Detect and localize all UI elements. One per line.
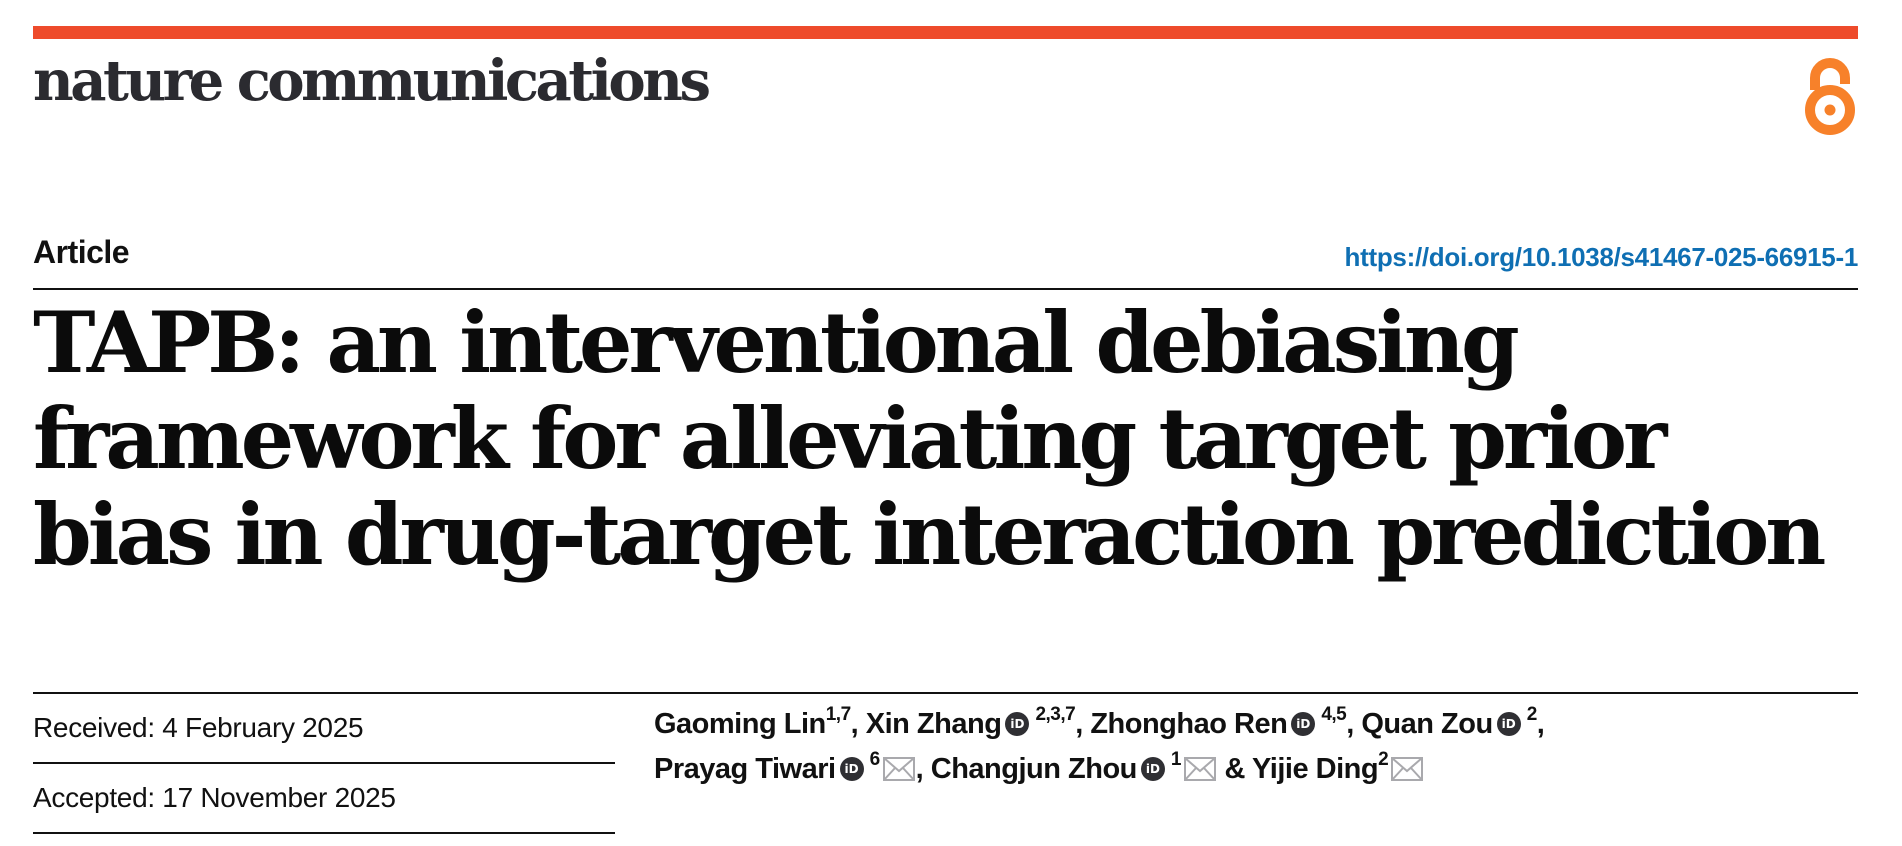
affiliation-numbers[interactable]: 6 <box>869 749 881 771</box>
article-type: Article <box>33 234 130 270</box>
author-separator: & <box>1216 753 1253 785</box>
author-separator: , <box>1075 708 1091 740</box>
header-divider <box>33 288 1858 290</box>
author-separator: , <box>850 708 866 740</box>
author: Zhonghao Ren 4,5 <box>1090 705 1346 740</box>
author: Quan Zou 2 <box>1361 705 1537 740</box>
author-name[interactable]: Gaoming Lin <box>654 708 826 740</box>
author-separator: , <box>1536 708 1552 740</box>
author-separator: , <box>1346 708 1362 740</box>
author-name[interactable]: Xin Zhang <box>865 708 1002 740</box>
author-name[interactable]: Zhonghao Ren <box>1090 708 1288 740</box>
doi-link[interactable]: https://doi.org/10.1038/s41467-025-66915… <box>1344 242 1859 272</box>
affiliation-numbers[interactable]: 2 <box>1378 749 1389 771</box>
affiliation-numbers[interactable]: 4,5 <box>1321 704 1347 726</box>
orcid-icon[interactable] <box>1291 712 1316 736</box>
author-name[interactable]: Quan Zou <box>1361 708 1493 740</box>
author-separator: , <box>915 753 931 785</box>
author-name[interactable]: Yijie Ding <box>1252 753 1379 785</box>
orcid-icon[interactable] <box>1005 712 1030 736</box>
author: Gaoming Lin1,7 <box>654 705 851 740</box>
author-name[interactable]: Prayag Tiwari <box>654 753 836 785</box>
orcid-icon[interactable] <box>839 757 864 781</box>
envelope-icon[interactable] <box>1390 756 1424 782</box>
orcid-icon[interactable] <box>1496 712 1521 736</box>
open-access-icon[interactable] <box>1802 50 1858 136</box>
author-name[interactable]: Changjun Zhou <box>930 753 1138 785</box>
author: Yijie Ding2 <box>1252 750 1424 785</box>
received-date: Received: 4 February 2025 <box>33 694 615 764</box>
affiliation-numbers[interactable]: 2,3,7 <box>1035 704 1076 726</box>
article-dates: Received: 4 February 2025 Accepted: 17 N… <box>33 694 615 834</box>
affiliation-numbers[interactable]: 1 <box>1170 749 1182 771</box>
author: Changjun Zhou 1 <box>930 750 1217 785</box>
author: Prayag Tiwari 6 <box>654 750 916 785</box>
envelope-icon[interactable] <box>1183 756 1217 782</box>
affiliation-numbers[interactable]: 2 <box>1526 704 1538 726</box>
accepted-date: Accepted: 17 November 2025 <box>33 764 615 834</box>
journal-accent-bar <box>33 26 1858 39</box>
affiliation-numbers[interactable]: 1,7 <box>825 704 851 726</box>
envelope-icon[interactable] <box>882 756 916 782</box>
orcid-icon[interactable] <box>1140 757 1165 781</box>
author-list: Gaoming Lin1,7, Xin Zhang 2,3,7, Zhonghao… <box>654 702 1854 792</box>
journal-name: nature communications <box>33 48 711 114</box>
metadata-divider <box>33 692 1858 694</box>
article-title: TAPB: an interventional debiasing framew… <box>33 293 1826 584</box>
author: Xin Zhang 2,3,7 <box>865 705 1076 740</box>
